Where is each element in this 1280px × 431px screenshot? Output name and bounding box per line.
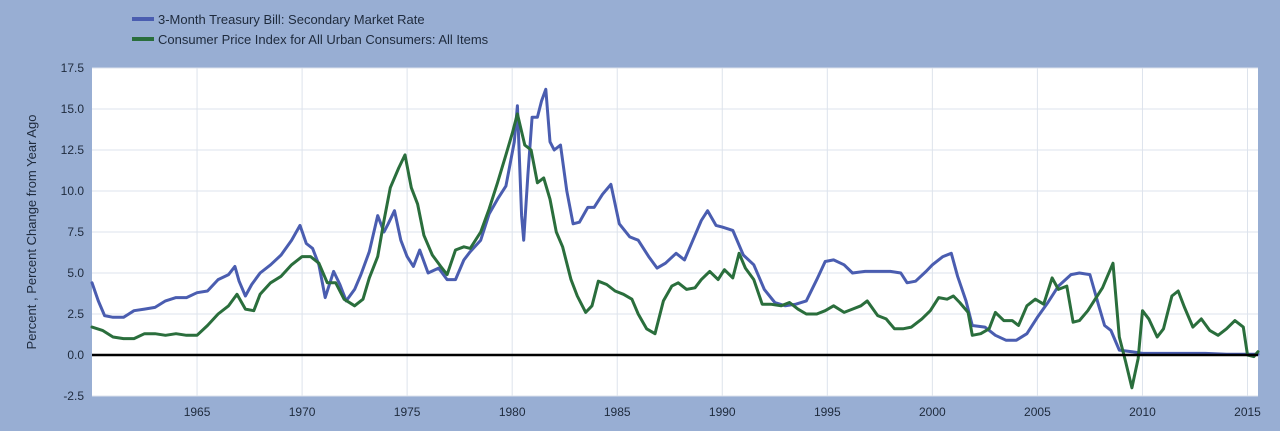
x-tick-label: 2010 [1129, 405, 1156, 419]
x-tick-label: 2005 [1024, 405, 1051, 419]
series-lines [90, 87, 1260, 390]
y-tick-label: -2.5 [63, 389, 84, 403]
x-tick-label: 1965 [184, 405, 211, 419]
y-tick-label: 0.0 [67, 348, 84, 362]
legend-label-treasury: 3-Month Treasury Bill: Secondary Market … [158, 12, 425, 27]
x-tick-label: 1970 [289, 405, 316, 419]
x-tick-label: 1990 [709, 405, 736, 419]
y-tick-label: 17.5 [61, 61, 85, 75]
y-axis-title: Percent , Percent Change from Year Ago [24, 115, 39, 350]
x-tick-label: 1975 [394, 405, 421, 419]
y-tick-label: 5.0 [67, 266, 84, 280]
x-tick-label: 2000 [919, 405, 946, 419]
legend-swatch-treasury [132, 17, 154, 21]
legend-swatch-cpi [132, 37, 154, 41]
y-axis-ticks: 17.5 15.0 12.5 10.0 7.5 5.0 2.5 0.0 -2.5 [61, 61, 85, 403]
x-axis-ticks: 1965 1970 1975 1980 1985 1990 1995 2000 2005 2010… [184, 405, 1261, 419]
y-tick-label: 15.0 [61, 102, 85, 116]
y-tick-label: 2.5 [67, 307, 84, 321]
series-line-0 [90, 87, 1260, 356]
y-tick-label: 12.5 [61, 143, 85, 157]
legend-label-cpi: Consumer Price Index for All Urban Consu… [158, 32, 489, 47]
x-tick-label: 2015 [1234, 405, 1261, 419]
x-tick-label: 1995 [814, 405, 841, 419]
x-tick-label: 1985 [604, 405, 631, 419]
series-line-1 [90, 112, 1260, 390]
x-tick-label: 1980 [499, 405, 526, 419]
y-tick-label: 7.5 [67, 225, 84, 239]
y-tick-label: 10.0 [61, 184, 85, 198]
legend: 3-Month Treasury Bill: Secondary Market … [132, 12, 489, 47]
